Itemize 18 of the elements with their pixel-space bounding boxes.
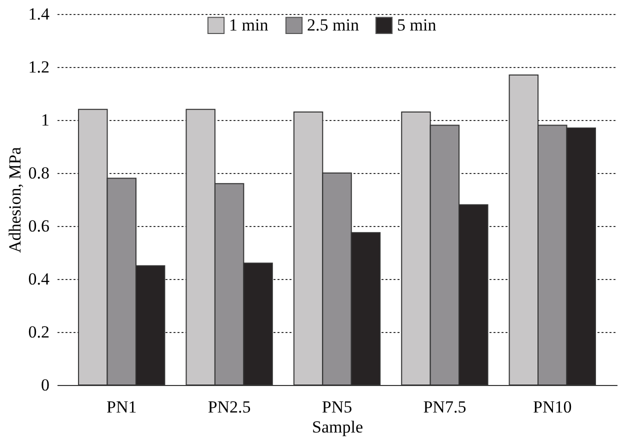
y-tick-label: 1.4 [28, 4, 50, 24]
x-axis-title: Sample [312, 418, 363, 436]
legend-label: 5 min [397, 15, 437, 34]
y-tick-label: 1.2 [28, 58, 50, 76]
x-tick-label: PN5 [322, 398, 352, 416]
y-tick-label: 0 [41, 376, 50, 394]
y-axis-title: Adhesion, MPa [5, 146, 24, 253]
y-tick-label: 0.8 [28, 164, 50, 182]
x-tick-label: PN7.5 [423, 398, 466, 416]
y-tick-label: 0.4 [28, 270, 50, 288]
y-tick-label: 1 [41, 110, 50, 130]
legend-label: 1 min [229, 15, 269, 34]
y-tick-label: 0.6 [28, 216, 50, 236]
y-tick-label: 0.2 [28, 322, 50, 342]
x-tick-label: PN1 [106, 398, 137, 416]
legend-label: 2.5 min [307, 15, 360, 34]
x-tick-label: PN2.5 [208, 398, 251, 416]
x-tick-label: PN10 [533, 398, 572, 416]
